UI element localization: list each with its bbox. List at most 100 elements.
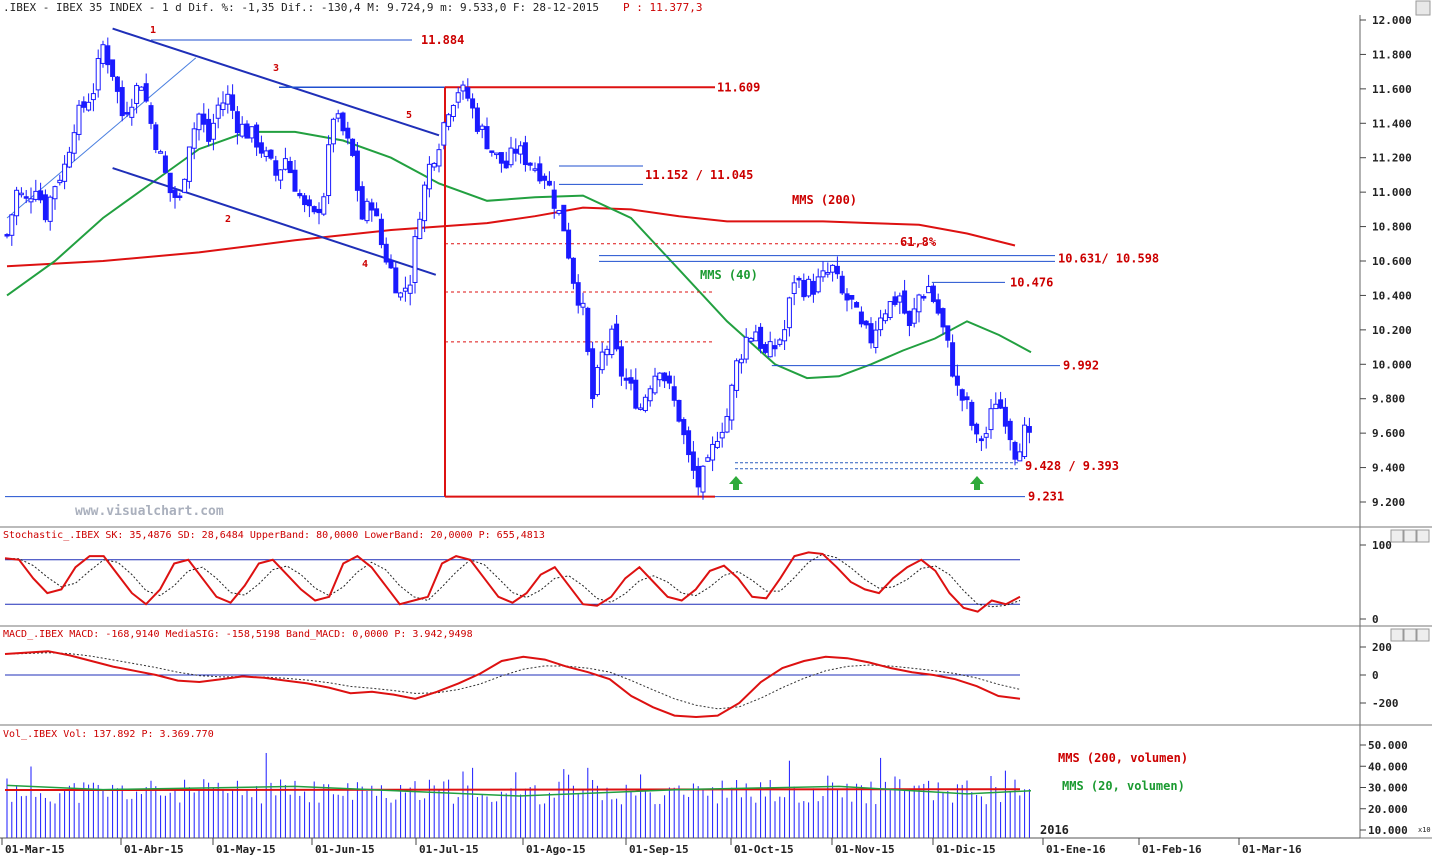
candle-body [916, 294, 922, 313]
y-tick-label: 10.200 [1372, 324, 1412, 337]
candle-body [302, 195, 308, 206]
candle-body [710, 443, 716, 461]
candle-body [383, 243, 389, 263]
x-tick-label: 01-Oct-15 [734, 843, 794, 856]
candle-body [426, 163, 432, 190]
candle-body [441, 122, 447, 146]
label-10476: 10.476 [1010, 275, 1053, 289]
candles [4, 37, 1032, 500]
stoch-header: Stochastic_.IBEX SK: 35,4876 SD: 28,6484… [3, 530, 545, 541]
candle-body [321, 196, 327, 215]
candle-body [964, 396, 970, 401]
y-tick-label: 10.000 [1372, 358, 1412, 371]
candle-body [340, 112, 346, 132]
candle-body [657, 372, 663, 381]
candle-body [239, 123, 245, 137]
candle-body [638, 407, 644, 410]
x-tick-label: 01-May-15 [216, 843, 276, 856]
candle-body [815, 276, 821, 293]
candle-body [268, 149, 274, 159]
candle-body [724, 416, 730, 433]
candle-body [1002, 406, 1008, 427]
up-arrow-icon [970, 476, 984, 490]
candle-body [316, 208, 322, 214]
candle-body [633, 379, 639, 409]
candle-body [642, 396, 648, 412]
candle-body [388, 259, 394, 269]
candle-body [998, 399, 1004, 409]
macd-line [4, 650, 1021, 719]
candle-body [47, 196, 53, 222]
stoch-panel-buttons[interactable] [1390, 529, 1430, 543]
candle-body [892, 296, 898, 305]
candle-body [335, 113, 341, 119]
wave-4: 4 [362, 259, 368, 270]
price-y-axis: 12.000 11.800 11.600 11.400 11.200 11.000 10.8… [1360, 14, 1412, 509]
candle-body [522, 142, 528, 166]
candle-body [566, 229, 572, 259]
macd-panel-buttons[interactable] [1390, 628, 1430, 642]
candle-body [119, 87, 125, 117]
candle-body [518, 145, 524, 155]
candle-body [681, 419, 687, 436]
candle-body [407, 284, 413, 294]
candle-body [551, 189, 557, 209]
candle-body [561, 204, 567, 232]
candle-body [719, 431, 725, 439]
candle-body [244, 123, 250, 139]
candle-body [806, 278, 812, 297]
candle-body [162, 155, 168, 173]
ma200-line [6, 206, 1016, 268]
candle-body [306, 199, 312, 207]
channel-upper [112, 27, 440, 137]
x-tick-label: 01-Ago-15 [526, 843, 586, 856]
candle-body [676, 399, 682, 422]
candle-body [705, 457, 711, 462]
x-axis: 01-Mar-15 01-Abr-15 01-May-15 01-Jun-15 01-J… [0, 837, 1360, 856]
candle-body [527, 162, 533, 166]
candle-body [1017, 451, 1023, 462]
candle-body [167, 172, 173, 194]
candle-body [623, 377, 629, 381]
candle-body [897, 295, 903, 303]
candle-body [359, 186, 365, 220]
candle-body [33, 190, 39, 200]
channel-lower [112, 167, 437, 276]
candle-body [959, 389, 965, 401]
candle-body [695, 465, 701, 488]
candle-body [868, 323, 874, 344]
wave-2: 2 [225, 214, 231, 225]
candle-body [148, 105, 154, 124]
candle-body [402, 287, 408, 292]
price-annotations: 11.884 11.609 11.152 / 11.045 10.631/ 10.59… [150, 25, 1159, 504]
candle-body [954, 375, 960, 386]
stoch-tick-label: 0 [1372, 613, 1379, 626]
x-tick-label: 01-Abr-15 [124, 843, 184, 856]
volume-tick-label: 30.000 [1368, 782, 1408, 795]
candle-body [758, 326, 764, 349]
macd-panel: 200 0 -200 [4, 641, 1399, 719]
candle-body [393, 267, 399, 294]
x-tick-label: 01-Jul-15 [419, 843, 479, 856]
candle-body [177, 195, 183, 199]
candle-body [714, 440, 720, 448]
candle-body [887, 301, 893, 319]
candle-body [254, 124, 260, 148]
candle-body [873, 329, 879, 348]
candle-body [172, 189, 178, 198]
wave-3: 3 [273, 63, 279, 74]
candle-body [926, 286, 932, 294]
candle-body [882, 313, 888, 322]
candle-body [1026, 426, 1032, 433]
candle-body [690, 451, 696, 471]
candle-body [935, 299, 941, 314]
candle-body [609, 328, 615, 356]
candle-body [14, 189, 20, 217]
candle-body [479, 125, 485, 130]
candle-body [158, 151, 164, 154]
candle-body [90, 93, 96, 101]
window-button-icon[interactable] [1415, 0, 1431, 16]
last-price: P : 11.377,3 [623, 1, 702, 14]
candle-body [95, 58, 101, 91]
y-tick-label: 9.400 [1372, 462, 1405, 475]
